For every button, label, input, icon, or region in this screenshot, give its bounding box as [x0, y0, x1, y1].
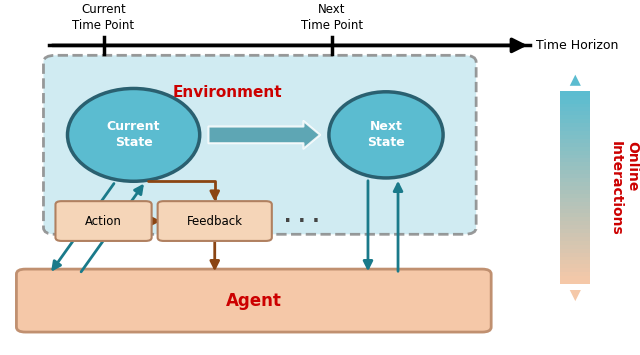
Text: Next
State: Next State	[367, 120, 405, 149]
Bar	[560, 146, 590, 151]
Bar	[560, 248, 590, 253]
FancyBboxPatch shape	[157, 201, 272, 241]
Bar	[560, 154, 590, 158]
Bar	[560, 236, 590, 241]
Bar	[560, 213, 590, 217]
Bar	[560, 162, 590, 166]
Ellipse shape	[67, 88, 200, 181]
Text: Next
Time Point: Next Time Point	[301, 3, 363, 32]
Bar	[560, 150, 590, 154]
Bar	[560, 178, 590, 182]
Bar	[560, 229, 590, 233]
Bar	[560, 217, 590, 221]
Bar	[560, 245, 590, 249]
Bar	[560, 252, 590, 257]
Text: Agent: Agent	[226, 291, 282, 310]
Bar	[560, 135, 590, 139]
Bar	[560, 131, 590, 135]
Bar	[560, 95, 590, 100]
Text: · · ·: · · ·	[284, 212, 320, 230]
Bar	[560, 170, 590, 174]
FancyBboxPatch shape	[44, 55, 476, 234]
Bar	[560, 209, 590, 213]
Bar	[560, 92, 590, 96]
Bar	[560, 241, 590, 245]
Bar	[560, 233, 590, 237]
Text: Current
State: Current State	[107, 120, 161, 149]
Bar	[560, 221, 590, 225]
Bar	[560, 174, 590, 178]
Bar	[560, 127, 590, 131]
Bar	[560, 182, 590, 186]
Bar	[560, 107, 590, 111]
Bar	[560, 166, 590, 170]
Text: Environment: Environment	[172, 85, 282, 100]
Text: Current
Time Point: Current Time Point	[72, 3, 134, 32]
Bar	[560, 119, 590, 123]
Bar	[560, 99, 590, 104]
Text: Feedback: Feedback	[187, 214, 243, 228]
Bar	[560, 264, 590, 268]
Bar	[560, 260, 590, 264]
Bar	[560, 115, 590, 119]
Bar	[560, 197, 590, 202]
Bar	[560, 272, 590, 276]
Bar	[560, 268, 590, 272]
Bar	[560, 158, 590, 162]
Bar	[560, 138, 590, 143]
Bar	[560, 205, 590, 209]
FancyBboxPatch shape	[56, 201, 152, 241]
Bar	[560, 193, 590, 198]
Bar	[560, 276, 590, 280]
Bar	[560, 186, 590, 190]
Bar	[560, 280, 590, 284]
FancyArrowPatch shape	[209, 121, 320, 149]
Bar	[560, 201, 590, 206]
Text: Action: Action	[85, 214, 122, 228]
Text: Online
Interactions: Online Interactions	[609, 141, 639, 235]
Ellipse shape	[329, 92, 443, 178]
Bar	[560, 111, 590, 115]
FancyBboxPatch shape	[17, 269, 491, 332]
Bar	[560, 103, 590, 108]
Bar	[560, 225, 590, 229]
Bar	[560, 123, 590, 127]
Bar	[560, 256, 590, 261]
Bar	[560, 190, 590, 194]
Text: Time Horizon: Time Horizon	[536, 39, 619, 52]
Bar	[560, 142, 590, 147]
